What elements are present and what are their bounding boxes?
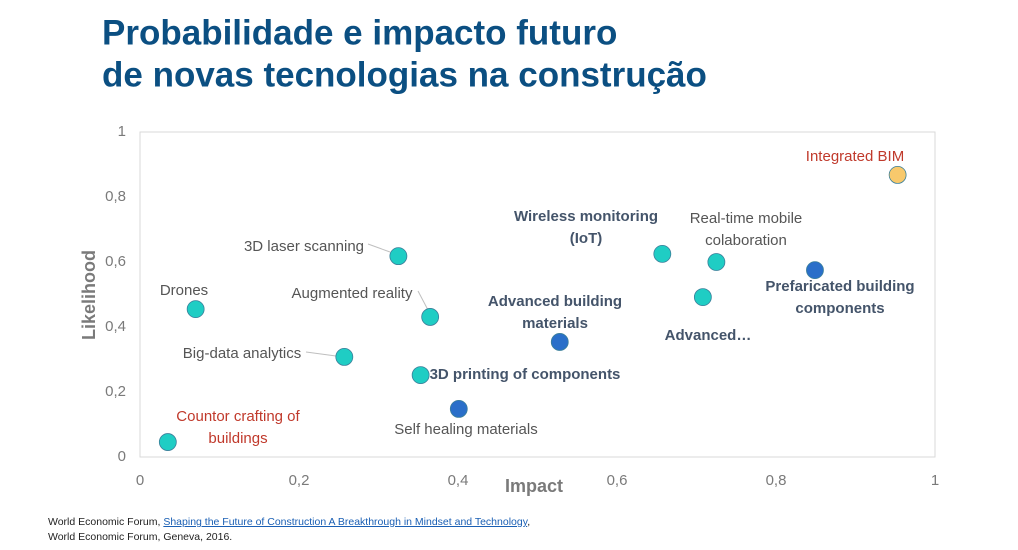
source-line: World Economic Forum, Shaping the Future…	[48, 516, 530, 528]
source-line: World Economic Forum, Geneva, 2016.	[48, 531, 233, 543]
x-axis-title: Impact	[505, 476, 563, 496]
data-point	[707, 253, 726, 271]
data-point	[158, 433, 177, 451]
x-tick-label: 0,6	[607, 472, 628, 489]
source-text: World Economic Forum,	[48, 516, 164, 528]
data-point	[449, 399, 468, 418]
y-tick-label: 0,2	[105, 383, 126, 400]
source-text: ,	[527, 516, 531, 528]
point-label: colaboration	[705, 232, 787, 249]
leader-line	[417, 290, 429, 311]
point-label: Advanced…	[665, 327, 752, 344]
point-label: Augmented reality	[292, 285, 413, 302]
point-label: materials	[522, 315, 588, 332]
point-label: Wireless monitoring	[514, 208, 658, 225]
point-label: Big-data analytics	[183, 345, 301, 362]
chart-title: Probabilidade e impacto futuro	[102, 13, 617, 52]
point-label: Drones	[160, 282, 208, 299]
data-point	[653, 244, 672, 263]
x-tick-label: 0,4	[448, 472, 469, 489]
y-axis-title: Likelihood	[79, 250, 99, 340]
point-label: Real-time mobile	[690, 210, 803, 227]
chart: Probabilidade e impacto futuro de novas …	[79, 13, 939, 496]
leader-line	[305, 351, 337, 357]
source-link[interactable]: Shaping the Future of Construction A Bre…	[163, 516, 528, 528]
data-point	[550, 333, 569, 351]
leader-line	[367, 243, 391, 253]
point-label: 3D laser scanning	[244, 238, 364, 255]
point-label: Advanced building	[488, 293, 622, 310]
data-point	[335, 347, 354, 366]
x-tick-label: 1	[931, 472, 939, 489]
x-tick-label: 0,2	[289, 472, 310, 489]
y-tick-label: 0,6	[105, 253, 126, 270]
point-label: Countor crafting of	[176, 408, 300, 425]
x-tick-label: 0	[136, 472, 144, 489]
x-tick-label: 0,8	[766, 472, 787, 489]
data-point	[421, 308, 440, 326]
y-tick-label: 0,4	[105, 318, 126, 335]
point-label: Prefaricated building	[765, 278, 914, 295]
data-point	[888, 165, 907, 184]
data-point	[693, 288, 712, 307]
y-tick-label: 1	[118, 123, 126, 140]
data-point	[389, 247, 408, 266]
point-label: buildings	[208, 430, 267, 447]
plot-frame	[139, 131, 936, 458]
point-label: 3D printing of components	[430, 366, 621, 383]
point-label: Integrated BIM	[806, 148, 904, 165]
data-point	[806, 261, 824, 280]
y-tick-label: 0	[118, 448, 126, 465]
data-point	[411, 366, 430, 385]
y-tick-label: 0,8	[105, 188, 126, 205]
chart-title: de novas tecnologias na construção	[102, 55, 707, 94]
data-point	[186, 300, 205, 319]
point-label: Self healing materials	[394, 421, 537, 438]
point-label: (IoT)	[570, 230, 602, 247]
point-label: components	[795, 300, 884, 317]
